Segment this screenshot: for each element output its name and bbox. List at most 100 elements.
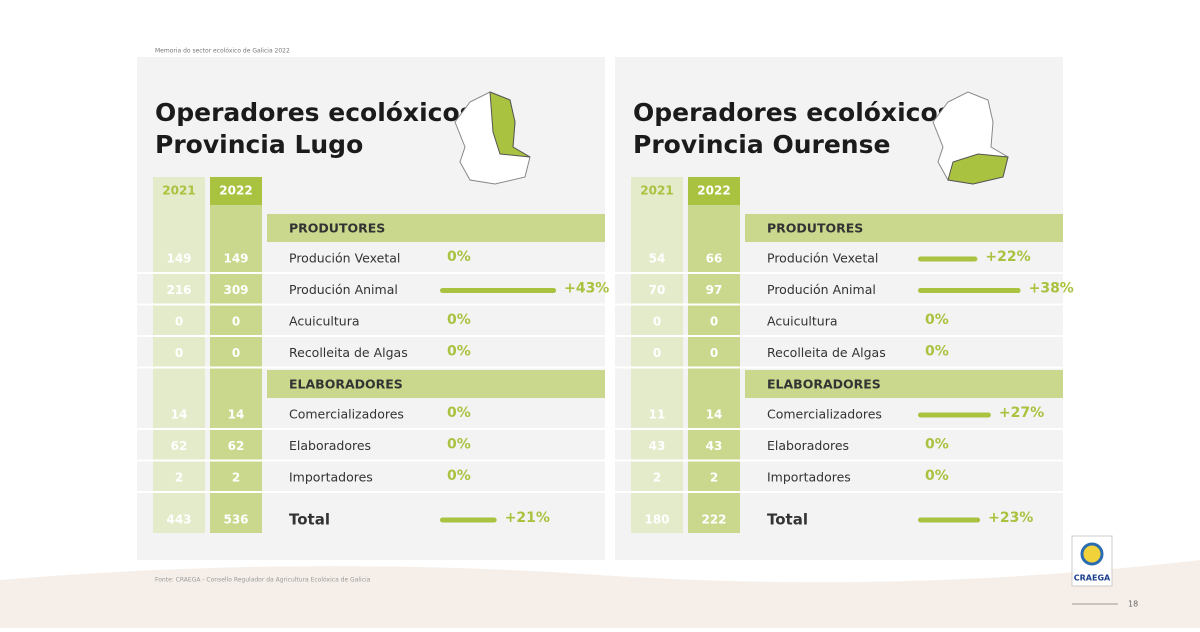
map-highlight [947, 153, 1009, 185]
growth-label: +43% [564, 281, 609, 297]
source: Fonte: CRAEGA - Consello Regulador da Ag… [155, 577, 371, 584]
value-2021: 11 [649, 408, 666, 422]
row-label: Produción Vexetal [289, 251, 400, 266]
value-2022: 149 [223, 252, 248, 266]
section-band [745, 214, 1063, 242]
panel-title: Provincia Lugo [155, 130, 363, 159]
value-2022: 0 [710, 315, 718, 329]
growth-label: +38% [1029, 281, 1074, 297]
logo-icon [1080, 542, 1104, 566]
growth-label: +23% [988, 510, 1033, 526]
value-2021: 149 [166, 252, 191, 266]
value-2021: 0 [175, 315, 183, 329]
row-label: Produción Animal [289, 282, 398, 297]
value-2022: 0 [232, 315, 240, 329]
page-number: 18 [1128, 600, 1138, 609]
row-label: Acuicultura [289, 314, 360, 329]
panel-title: Operadores ecolóxicos [155, 98, 475, 127]
row-label: Total [289, 511, 330, 529]
section-name: ELABORADORES [289, 377, 403, 392]
section-name: PRODUTORES [767, 221, 863, 236]
value-2021: 2 [653, 471, 661, 485]
header: Memoria do sector ecolóxico de Galicia 2… [155, 48, 290, 55]
section-name: ELABORADORES [767, 377, 881, 392]
value-2022: 536 [223, 513, 248, 527]
year-2022-bg [688, 177, 740, 205]
panel-title: Provincia Ourense [633, 130, 890, 159]
value-2022: 2 [710, 471, 718, 485]
growth-label: 0% [925, 468, 949, 484]
value-2021: 0 [653, 346, 661, 360]
value-2021: 216 [166, 283, 191, 297]
growth-bar [918, 256, 978, 262]
background-shape [0, 560, 1200, 628]
value-2022: 0 [710, 346, 718, 360]
growth-label: 0% [447, 249, 471, 265]
section-band [267, 370, 605, 398]
growth-label: +21% [505, 510, 550, 526]
growth-bar [918, 288, 1021, 293]
value-2021: 0 [653, 315, 661, 329]
growth-bar [440, 288, 557, 293]
row-label: Acuicultura [767, 314, 838, 329]
value-2021: 54 [649, 252, 666, 266]
row-label: Importadores [289, 470, 373, 485]
row-label: Total [767, 511, 808, 529]
logo-text: CRAEGA [1074, 574, 1111, 583]
value-2022: 309 [223, 283, 248, 297]
year-2022-bg [210, 177, 262, 205]
value-2021: 62 [171, 439, 188, 453]
section-band [745, 370, 1063, 398]
panel-title: Operadores ecolóxicos [633, 98, 953, 127]
value-2022: 14 [228, 408, 245, 422]
year-header: 2022 [697, 184, 730, 198]
value-2022: 66 [706, 252, 723, 266]
year-header: 2022 [219, 184, 252, 198]
growth-label: 0% [925, 312, 949, 328]
value-2022: 222 [701, 513, 726, 527]
row-label: Comercializadores [767, 407, 882, 422]
year-header: 2021 [162, 184, 195, 198]
row-label: Elaboradores [289, 438, 371, 453]
value-2022: 62 [228, 439, 245, 453]
value-2022: 0 [232, 346, 240, 360]
value-2021: 443 [166, 513, 191, 527]
growth-label: 0% [447, 405, 471, 421]
growth-label: +22% [985, 249, 1030, 265]
value-2021: 70 [649, 283, 666, 297]
section-band [267, 214, 605, 242]
value-2021: 14 [171, 408, 188, 422]
value-2022: 2 [232, 471, 240, 485]
growth-label: 0% [447, 437, 471, 453]
year-header: 2021 [640, 184, 673, 198]
row-label: Comercializadores [289, 407, 404, 422]
value-2021: 43 [649, 439, 666, 453]
row-label: Produción Animal [767, 282, 876, 297]
section-name: PRODUTORES [289, 221, 385, 236]
growth-label: +27% [999, 405, 1044, 421]
value-2021: 0 [175, 346, 183, 360]
value-2022: 97 [706, 283, 723, 297]
map-highlight [489, 91, 531, 158]
col-2021 [153, 177, 205, 533]
value-2022: 14 [706, 408, 723, 422]
growth-label: 0% [447, 312, 471, 328]
value-2022: 43 [706, 439, 723, 453]
row-label: Produción Vexetal [767, 251, 878, 266]
value-2021: 2 [175, 471, 183, 485]
growth-label: 0% [447, 468, 471, 484]
row-label: Recolleita de Algas [289, 345, 408, 360]
col-2022 [210, 177, 262, 533]
growth-bar [918, 517, 981, 523]
growth-label: 0% [447, 344, 471, 360]
growth-label: 0% [925, 437, 949, 453]
row-label: Elaboradores [767, 438, 849, 453]
col-2021 [631, 177, 683, 533]
value-2021: 180 [644, 513, 669, 527]
col-2022 [688, 177, 740, 533]
row-label: Importadores [767, 470, 851, 485]
row-label: Recolleita de Algas [767, 345, 886, 360]
growth-bar [440, 517, 497, 523]
growth-bar [918, 412, 991, 418]
